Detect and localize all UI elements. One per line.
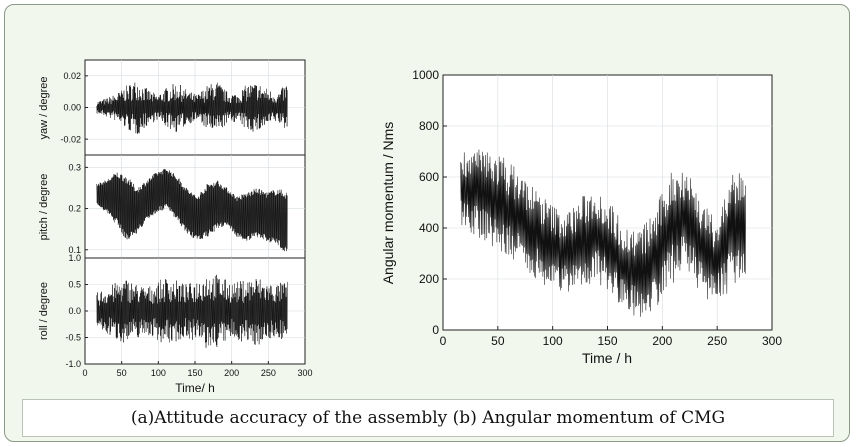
x-tick-label: 300 (297, 368, 312, 378)
caption-text: (a)Attitude accuracy of the assembly (b)… (130, 408, 726, 428)
x-tick-label: 0 (82, 368, 87, 378)
y-tick-label: 600 (419, 170, 439, 184)
y-tick-label: 0.00 (63, 103, 81, 113)
x-tick-label: 250 (261, 368, 276, 378)
x-tick-label: 100 (151, 368, 166, 378)
x-tick-label: 50 (491, 334, 505, 348)
x-tick-label: 100 (543, 334, 563, 348)
x-tick-label: 150 (187, 368, 202, 378)
y-tick-label: 0.2 (68, 204, 81, 214)
y-tick-label: 0.5 (68, 280, 81, 290)
series-trace (460, 149, 746, 317)
roll-panel: -1.0 -0.5 0.0 0.5 1.0 0 50 100 150 200 250 300 roll… (38, 253, 313, 395)
x-tick-label: 50 (117, 368, 127, 378)
x-tick-label: 200 (652, 334, 672, 348)
momentum-xlabel: Time / h (582, 350, 632, 366)
series-trace (96, 82, 288, 134)
momentum-ylabel: Angular momentum / Nms (380, 122, 396, 285)
y-tick-label: 200 (419, 272, 439, 286)
y-tick-label: 0.1 (68, 245, 81, 255)
y-tick-label: 400 (419, 221, 439, 235)
momentum-ticks: 0 200 400 600 800 1000 0 50 100 150 200 250 300 (412, 68, 782, 348)
y-tick-label: 1000 (412, 68, 439, 82)
yaw-series (96, 82, 288, 134)
roll-ylabel: roll / degree (38, 282, 50, 340)
y-tick-label: 0.02 (63, 71, 81, 81)
y-tick-label: 0.0 (68, 306, 81, 316)
y-tick-label: 800 (419, 119, 439, 133)
x-tick-label: 300 (762, 334, 782, 348)
y-tick-label: 1.0 (68, 253, 81, 263)
y-tick-label: -0.5 (65, 333, 81, 343)
momentum-series (460, 149, 746, 317)
y-tick-label: -0.02 (60, 134, 81, 144)
series-trace (96, 274, 288, 348)
y-tick-label: 0 (432, 323, 439, 337)
yaw-ylabel: yaw / degree (38, 77, 50, 140)
x-tick-label: 200 (224, 368, 239, 378)
momentum-panel: 0 200 400 600 800 1000 0 50 100 150 200 250 300 Angu… (380, 68, 782, 366)
y-tick-label: 0.3 (68, 163, 81, 173)
roll-ticks: -1.0 -0.5 0.0 0.5 1.0 0 50 100 150 200 250 300 (65, 253, 312, 378)
pitch-ylabel: pitch / degree (38, 174, 50, 241)
yaw-panel: -0.02 0.00 0.02 yaw / degree (38, 59, 306, 156)
pitch-series (96, 168, 288, 252)
pitch-panel: 0.1 0.2 0.3 pitch / degree (38, 154, 306, 259)
figure-caption: (a)Attitude accuracy of the assembly (b)… (22, 399, 834, 437)
x-tick-label: 0 (440, 334, 447, 348)
roll-xlabel: Time/ h (175, 381, 215, 395)
yaw-ticks: -0.02 0.00 0.02 (60, 71, 88, 144)
pitch-ticks: 0.1 0.2 0.3 (68, 163, 88, 255)
x-tick-label: 250 (707, 334, 727, 348)
x-tick-label: 150 (597, 334, 617, 348)
series-trace (96, 168, 288, 252)
roll-series (96, 274, 288, 348)
y-tick-label: -1.0 (65, 359, 81, 369)
